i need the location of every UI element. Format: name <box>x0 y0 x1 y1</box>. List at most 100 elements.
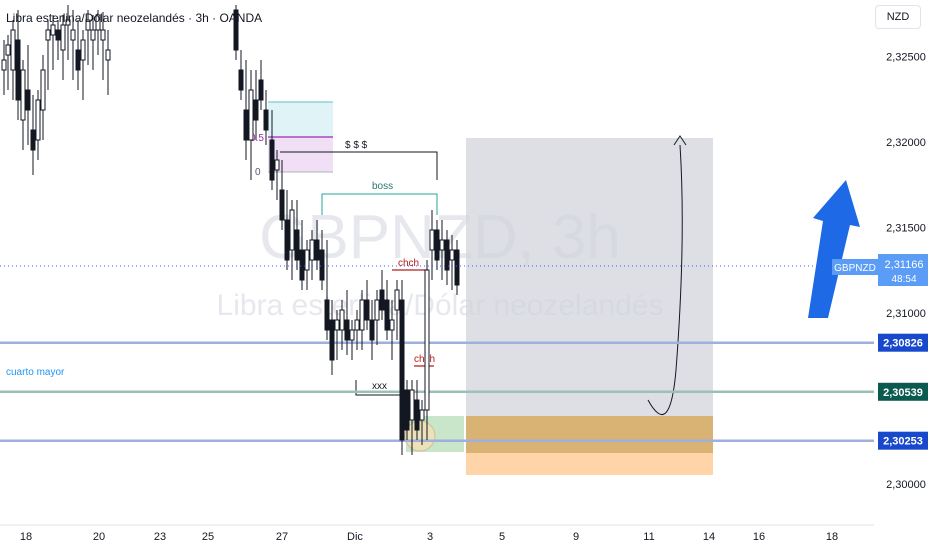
candle-body <box>274 159 280 171</box>
candle-body <box>299 249 305 281</box>
candle-body <box>394 289 400 311</box>
y-tick-label: 2,31500 <box>886 222 926 234</box>
candle-body <box>389 319 395 331</box>
candle-body <box>349 329 355 341</box>
fib-label-half: 0.5 <box>250 133 264 144</box>
candle-body <box>253 99 259 121</box>
candle-body <box>379 289 385 311</box>
candle-body <box>434 229 440 261</box>
candle-body <box>324 299 330 331</box>
candle-body <box>50 24 56 36</box>
candle-body <box>354 319 360 331</box>
candle-body <box>414 399 420 431</box>
stop-zone <box>466 453 713 475</box>
candle-body <box>399 299 405 441</box>
candle-body <box>248 89 254 141</box>
candle-body <box>369 319 375 341</box>
x-tick-label: 11 <box>643 531 654 543</box>
level-badge-bg <box>878 431 928 450</box>
candle-body <box>243 109 249 141</box>
candle-body <box>238 69 244 91</box>
dollar-signs-label: $ $ $ <box>345 140 368 151</box>
candle-body <box>40 69 46 111</box>
candle-body <box>409 389 415 421</box>
level-badge-bg <box>878 382 928 401</box>
candle-body <box>309 239 315 261</box>
candle-body <box>1 59 7 71</box>
candle-body <box>284 219 290 261</box>
x-tick-label: 18 <box>826 531 838 543</box>
fib-zone-top <box>268 102 333 137</box>
horizontal-levels <box>0 341 874 442</box>
level-badges: 2,30826 2,30539 2,30253 <box>878 333 928 450</box>
candle-body <box>60 24 66 51</box>
candle-body <box>449 249 455 261</box>
candle-body <box>105 49 111 61</box>
candle-body <box>384 299 390 331</box>
x-tick-label: 20 <box>93 531 105 543</box>
bullish-arrow-icon <box>808 180 860 318</box>
candle-body <box>404 389 410 431</box>
candle-body <box>100 29 106 41</box>
level-badge-bg <box>878 333 928 352</box>
y-tick-label: 2,31000 <box>886 308 926 320</box>
time-axis[interactable]: 18 20 23 25 27 Dic 3 5 9 11 14 16 18 <box>20 531 838 543</box>
target-zone <box>466 138 713 416</box>
candle-body <box>359 299 365 331</box>
candle-body <box>263 109 269 131</box>
candle-body <box>5 44 11 56</box>
candle-body <box>30 129 36 151</box>
candle-body <box>289 209 295 251</box>
candle-body <box>304 249 310 271</box>
chch-upper-label: chch <box>398 258 419 269</box>
level-badge-value: 2,30539 <box>883 387 923 399</box>
last-price-badge: GBPNZD 2,31166 48:54 <box>832 254 928 286</box>
candle-body <box>45 29 51 41</box>
candle-body <box>10 29 16 71</box>
x-tick-label: 14 <box>703 531 715 543</box>
last-price-symbol: GBPNZD <box>834 263 876 274</box>
currency-button[interactable]: NZD <box>875 5 921 29</box>
last-price-countdown: 48:54 <box>891 274 916 285</box>
candle-body <box>258 79 264 101</box>
candle-body <box>294 229 300 261</box>
candle-body <box>90 29 96 41</box>
candle-body <box>454 249 460 286</box>
candle-body <box>319 249 325 281</box>
candle-body <box>35 99 41 141</box>
price-axis[interactable]: 2,30000 2,31000 2,31500 2,32000 2,32500 <box>886 51 926 491</box>
candle-body <box>25 89 31 111</box>
candle-body <box>269 139 275 181</box>
candle-body <box>65 19 71 26</box>
candle-body <box>80 39 86 61</box>
candle-body <box>444 239 450 271</box>
last-price-value: 2,31166 <box>885 259 924 271</box>
y-tick-label: 2,30000 <box>886 479 926 491</box>
candle-body <box>15 39 21 101</box>
candle-body <box>75 49 81 71</box>
candle-body <box>95 14 101 31</box>
xxx-label: xxx <box>372 381 387 392</box>
candle-body <box>279 189 285 221</box>
candle-body <box>329 319 335 361</box>
boss-label: boss <box>372 181 393 192</box>
x-tick-label: 23 <box>154 531 166 543</box>
candle-body <box>314 239 320 261</box>
candle-body <box>233 9 239 51</box>
chart-title: Libra esterlina/Dólar neozelandés · 3h ·… <box>6 11 263 25</box>
fib-label-zero: 0 <box>255 167 261 178</box>
candle-body <box>344 319 350 341</box>
candle-body <box>374 299 380 321</box>
x-tick-label: 9 <box>573 531 579 543</box>
candle-body <box>419 409 425 421</box>
x-tick-label: 25 <box>202 531 214 543</box>
candle-body <box>85 19 91 31</box>
candles <box>1 5 460 455</box>
candle-body <box>55 29 61 41</box>
cuarto-mayor-label: cuarto mayor <box>6 367 65 378</box>
y-tick-label: 2,32500 <box>886 51 926 63</box>
candle-body <box>339 309 345 331</box>
level-badge-value: 2,30826 <box>883 338 923 350</box>
candle-body <box>429 229 435 251</box>
